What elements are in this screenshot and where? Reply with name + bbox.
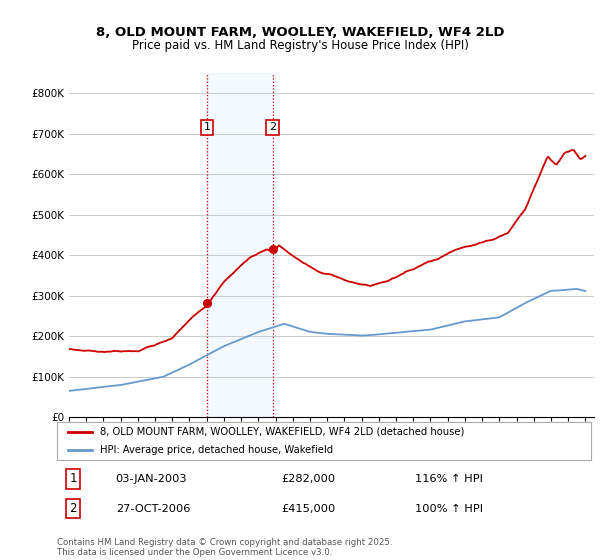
Text: 1: 1 [69, 473, 77, 486]
Text: Contains HM Land Registry data © Crown copyright and database right 2025.
This d: Contains HM Land Registry data © Crown c… [57, 538, 392, 557]
Text: 1: 1 [203, 123, 211, 133]
Text: HPI: Average price, detached house, Wakefield: HPI: Average price, detached house, Wake… [100, 445, 333, 455]
Text: Price paid vs. HM Land Registry's House Price Index (HPI): Price paid vs. HM Land Registry's House … [131, 39, 469, 53]
Bar [207, 73, 272, 417]
Text: 8, OLD MOUNT FARM, WOOLLEY, WAKEFIELD, WF4 2LD (detached house): 8, OLD MOUNT FARM, WOOLLEY, WAKEFIELD, W… [100, 427, 464, 437]
Text: 2: 2 [269, 123, 276, 133]
Text: 8, OLD MOUNT FARM, WOOLLEY, WAKEFIELD, WF4 2LD: 8, OLD MOUNT FARM, WOOLLEY, WAKEFIELD, W… [96, 26, 504, 39]
Text: 2: 2 [69, 502, 77, 515]
Text: £282,000: £282,000 [281, 474, 335, 484]
Text: £415,000: £415,000 [281, 503, 335, 514]
Text: 116% ↑ HPI: 116% ↑ HPI [415, 474, 483, 484]
Text: 03-JAN-2003: 03-JAN-2003 [116, 474, 187, 484]
Text: 27-OCT-2006: 27-OCT-2006 [116, 503, 190, 514]
Text: 100% ↑ HPI: 100% ↑ HPI [415, 503, 483, 514]
